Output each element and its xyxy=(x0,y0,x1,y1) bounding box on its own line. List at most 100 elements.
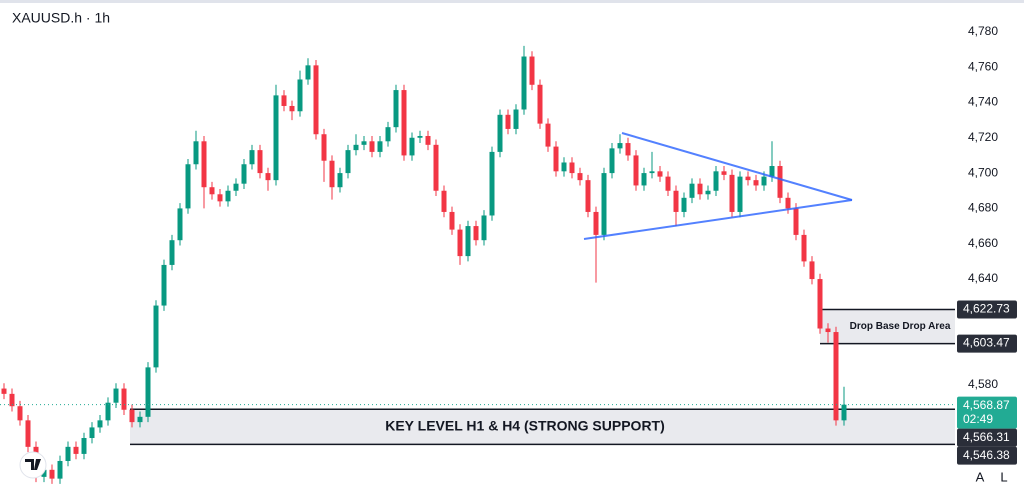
candle-body xyxy=(809,261,815,280)
candle-body xyxy=(633,155,639,186)
candle-body xyxy=(425,135,431,145)
y-tick-label: 4,640 xyxy=(968,271,998,285)
candle-body xyxy=(337,173,343,188)
y-tick-label: 4,740 xyxy=(968,95,998,109)
candle-body xyxy=(617,143,623,149)
countdown: 02:49 xyxy=(963,412,993,426)
candle-body xyxy=(225,190,231,202)
candle-body xyxy=(705,190,711,195)
candle-body xyxy=(393,90,399,128)
candle-body xyxy=(441,190,447,212)
price-tag-label: 4,568.87 xyxy=(963,398,1010,412)
candle-body xyxy=(553,146,559,172)
price-tag xyxy=(957,396,1017,429)
candle-body xyxy=(353,144,359,151)
candle-body xyxy=(409,137,415,156)
candle-body xyxy=(713,171,719,191)
candle-body xyxy=(585,180,591,212)
price-tag-label: 4,622.73 xyxy=(963,302,1010,316)
candle-body xyxy=(385,127,391,142)
candle-body xyxy=(169,240,175,265)
candle-body xyxy=(761,176,767,186)
candle-body xyxy=(153,305,159,368)
candle-body xyxy=(233,183,239,191)
candle-body xyxy=(25,420,31,447)
candle-body xyxy=(489,151,495,216)
scale-button-label[interactable]: A xyxy=(976,469,985,484)
candle-body xyxy=(641,173,647,186)
candle-body xyxy=(481,215,487,241)
candle-body xyxy=(513,109,519,129)
candle-body xyxy=(249,150,255,165)
scale-button[interactable] xyxy=(970,468,990,488)
candle-body xyxy=(561,162,567,172)
candle-body xyxy=(97,420,103,428)
candle-body xyxy=(321,134,327,161)
candle-body xyxy=(537,84,543,124)
candle-body xyxy=(433,144,439,191)
candle-body xyxy=(649,171,655,174)
candle-body xyxy=(209,187,215,195)
price-tag xyxy=(957,334,1017,353)
y-tick-label: 4,720 xyxy=(968,130,998,144)
candle-body xyxy=(577,173,583,181)
candle-body xyxy=(601,173,607,235)
y-tick-label: 4,700 xyxy=(968,165,998,179)
candle-body xyxy=(569,162,575,174)
candle-body xyxy=(41,469,47,477)
candle-body xyxy=(161,264,167,306)
candle-body xyxy=(801,234,807,262)
price-tag-label: 4,603.47 xyxy=(963,336,1010,350)
candle-body xyxy=(401,90,407,156)
candle-body xyxy=(665,176,671,191)
candle-body xyxy=(721,171,727,175)
logo xyxy=(19,451,47,479)
candle-body xyxy=(769,166,775,177)
trend-line xyxy=(621,132,853,201)
candle-body xyxy=(729,174,735,212)
trend-line xyxy=(583,199,853,240)
candle-body xyxy=(753,180,759,186)
candle-body xyxy=(673,190,679,212)
candle-body xyxy=(793,208,799,235)
y-tick-label: 4,780 xyxy=(968,24,998,38)
y-tick-label: 4,760 xyxy=(968,59,998,73)
candle-body xyxy=(521,56,527,110)
candle-body xyxy=(593,211,599,235)
candle-body xyxy=(625,143,631,156)
candle-body xyxy=(825,328,831,333)
price-tag-label: 4,566.31 xyxy=(963,430,1010,444)
zone-label: KEY LEVEL H1 & H4 (STRONG SUPPORT) xyxy=(385,418,665,434)
candle-body xyxy=(417,135,423,138)
zone xyxy=(820,309,955,344)
zone-label: Drop Base Drop Area xyxy=(850,321,951,332)
chart-title: XAUUSD.h · 1h xyxy=(12,10,110,26)
candle-body xyxy=(297,79,303,112)
candle-body xyxy=(185,164,191,209)
candle-body xyxy=(505,114,511,129)
candle-body xyxy=(257,150,263,174)
candle-body xyxy=(473,226,479,241)
candle-body xyxy=(89,427,95,439)
price-tag xyxy=(957,446,1017,465)
candle-body xyxy=(689,183,695,198)
candle-body xyxy=(9,393,15,407)
candle-body xyxy=(1,388,7,394)
candle-body xyxy=(137,416,143,423)
candle-body xyxy=(497,114,503,152)
scale-button[interactable] xyxy=(994,468,1014,488)
candle-body xyxy=(745,176,751,181)
candle-body xyxy=(369,141,375,152)
candle-body xyxy=(449,211,455,230)
candle-body xyxy=(657,171,663,177)
scale-button-label[interactable]: L xyxy=(1000,469,1007,484)
candle-body xyxy=(57,460,63,479)
candle-body xyxy=(609,148,615,174)
candle-body xyxy=(129,409,135,423)
candle-body xyxy=(833,332,839,421)
candle-body xyxy=(113,388,119,403)
candle-body xyxy=(737,176,743,212)
candle-body xyxy=(17,406,23,421)
candle-body xyxy=(697,183,703,195)
candle-body xyxy=(817,279,823,329)
